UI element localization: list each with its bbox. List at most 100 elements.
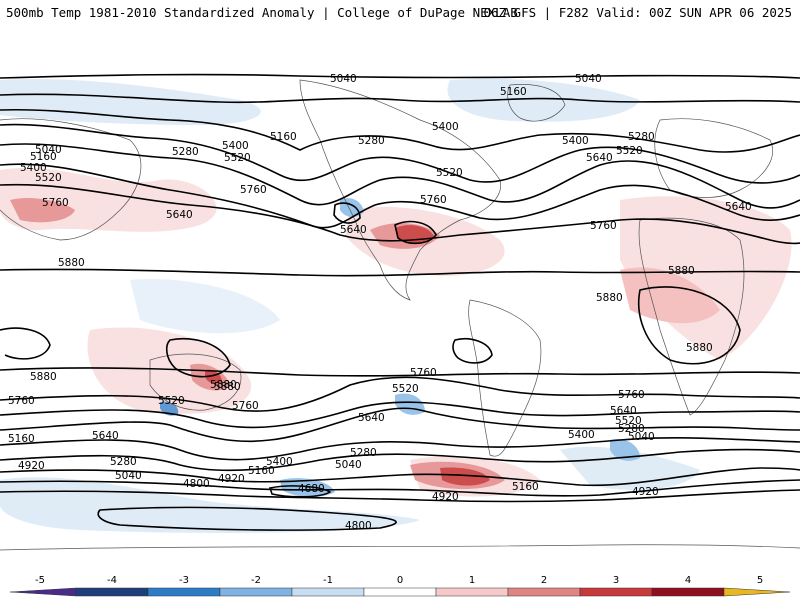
colorbar-tick-label: -4 xyxy=(107,575,117,586)
contour-5280 xyxy=(0,108,800,153)
contour-label: 5280 xyxy=(110,456,137,468)
contour-label: 5400 xyxy=(432,121,459,133)
contour-label: 5760 xyxy=(590,220,617,232)
contour-label: 5280 xyxy=(618,423,645,435)
africa-outline xyxy=(638,217,745,416)
closed-high-5880 xyxy=(452,338,493,364)
contour-label: 5880 xyxy=(686,342,713,354)
contour-label: 5040 xyxy=(35,144,62,156)
contour-5640-south xyxy=(0,401,800,429)
antarctica-outline xyxy=(0,544,800,551)
colorbar-segment xyxy=(75,587,149,597)
contour-label: 4920 xyxy=(632,486,659,498)
contour-label: 5760 xyxy=(232,400,259,412)
colorbar-segment xyxy=(291,587,365,597)
contour-label: 5760 xyxy=(42,197,69,209)
colorbar-tick-label: -1 xyxy=(323,575,333,586)
closed-low-5640 xyxy=(333,202,361,224)
contour-label: 5040 xyxy=(330,73,357,85)
warm-anomaly-core xyxy=(205,369,222,384)
asia-outline xyxy=(0,118,142,241)
colorbar-tick-label: -2 xyxy=(251,575,261,586)
contour-label: 5760 xyxy=(8,395,35,407)
contour-label: 5280 xyxy=(172,146,199,158)
contour-label: 4920 xyxy=(432,491,459,503)
warm-anomaly-region xyxy=(10,198,75,223)
contour-5640 xyxy=(0,163,800,229)
contour-label: 5040 xyxy=(628,431,655,443)
contour-label: 5880 xyxy=(214,381,241,393)
contour-label: 5400 xyxy=(266,456,293,468)
cold-anomaly-region xyxy=(447,78,640,122)
closed-high-5880 xyxy=(638,286,741,365)
colorbar-segment xyxy=(363,587,437,597)
contour-label: 5280 xyxy=(358,135,385,147)
contour-label: 5160 xyxy=(270,131,297,143)
anomaly-map: 5040 5040 5040 5040 5040 5040 5160 5160 … xyxy=(0,40,800,558)
contour-label: 5640 xyxy=(340,224,367,236)
contour-label: 5160 xyxy=(248,465,275,477)
contour-label: 5520 xyxy=(392,383,419,395)
colorbar-ticks: -5 -4 -3 -2 -1 0 1 2 3 4 5 xyxy=(35,575,763,586)
north-america-outline xyxy=(299,79,501,301)
contour-labels: 5040 5040 5040 5040 5040 5040 5160 5160 … xyxy=(8,73,752,532)
contour-label: 5640 xyxy=(166,209,193,221)
contour-5040-south xyxy=(0,479,800,497)
coastlines xyxy=(0,79,800,551)
contour-label: 4680 xyxy=(298,483,325,495)
contour-label: 5280 xyxy=(628,131,655,143)
cold-anomaly-region xyxy=(0,79,261,125)
contour-5880-south xyxy=(0,367,800,377)
contour-label: 5520 xyxy=(158,395,185,407)
warm-anomaly-region xyxy=(87,327,252,414)
greenland-outline xyxy=(507,84,566,122)
colorbar-tick-label: -3 xyxy=(179,575,189,586)
contour-5880-north xyxy=(0,268,800,277)
contour-label: 5520 xyxy=(224,152,251,164)
warm-anomaly-region xyxy=(620,267,720,324)
contour-label: 5640 xyxy=(610,405,637,417)
warm-anomaly-core xyxy=(440,467,490,486)
warm-anomaly-region xyxy=(620,196,792,360)
closed-high-5880 xyxy=(165,338,231,378)
contour-label: 5520 xyxy=(436,167,463,179)
closed-low-5880 xyxy=(0,327,51,360)
colorbar-segment xyxy=(651,587,725,597)
colorbar-tick-label: 4 xyxy=(685,575,691,586)
contour-label: 4800 xyxy=(345,520,372,532)
contour-label: 5160 xyxy=(512,481,539,493)
contour-5760 xyxy=(0,183,800,245)
colorbar-segment xyxy=(723,587,791,597)
contour-label: 5760 xyxy=(618,389,645,401)
contour-label: 5520 xyxy=(616,145,643,157)
contour-label: 5040 xyxy=(335,459,362,471)
contour-5160-south xyxy=(0,467,800,487)
colorbar-segment xyxy=(147,587,221,597)
contour-label: 5760 xyxy=(410,367,437,379)
colorbar-tick-label: 5 xyxy=(757,575,763,586)
cold-anomaly-region xyxy=(280,478,335,498)
contour-label: 5760 xyxy=(240,184,267,196)
contour-5400-south xyxy=(0,437,800,461)
contour-5160 xyxy=(0,93,800,104)
colorbar-tick-label: 2 xyxy=(541,575,547,586)
contour-label: 4920 xyxy=(18,460,45,472)
contour-label: 5640 xyxy=(725,201,752,213)
contour-5400 xyxy=(0,123,800,184)
model-run-info: 06Z GFS | F282 Valid: 00Z SUN APR 06 202… xyxy=(483,5,792,20)
south-america-outline xyxy=(468,299,542,457)
contour-4680-south xyxy=(268,485,332,498)
colorbar-segment xyxy=(9,587,77,597)
colorbar-tick-label: 3 xyxy=(613,575,619,586)
cold-anomaly-region xyxy=(610,439,640,461)
colorbar-tick-label: 0 xyxy=(397,575,403,586)
contour-label: 5160 xyxy=(500,86,527,98)
contour-label: 5160 xyxy=(8,433,35,445)
colorbar: -5 -4 -3 -2 -1 0 1 2 3 4 5 xyxy=(9,575,791,597)
contour-label: 5880 xyxy=(58,257,85,269)
contour-label: 5880 xyxy=(210,379,237,391)
contour-label: 5520 xyxy=(615,415,642,427)
contour-label: 5880 xyxy=(596,292,623,304)
contour-5280-south xyxy=(0,448,800,472)
contour-label: 4800 xyxy=(183,478,210,490)
